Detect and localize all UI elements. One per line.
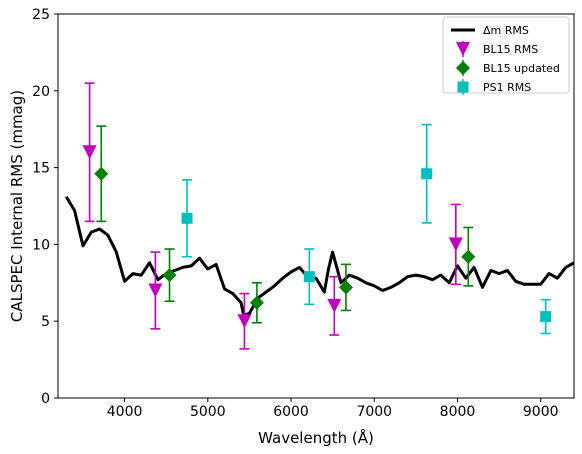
data-point xyxy=(540,311,552,323)
y-tick-label: 10 xyxy=(32,237,50,253)
y-tick-label: 25 xyxy=(32,7,50,23)
y-tick-label: 15 xyxy=(32,161,50,177)
data-point xyxy=(237,314,252,329)
series-0 xyxy=(65,196,575,317)
legend-entry-label: BL15 RMS xyxy=(483,43,538,56)
y-tick-label: 0 xyxy=(41,391,50,407)
data-point xyxy=(162,268,177,283)
x-tick-label: 9000 xyxy=(523,404,559,420)
plot-frame xyxy=(57,13,575,399)
data-point xyxy=(181,212,193,224)
data-point xyxy=(94,166,109,181)
y-tick-label: 20 xyxy=(32,84,50,100)
data-point xyxy=(327,298,342,313)
data-point xyxy=(421,168,433,180)
legend-box xyxy=(442,16,570,94)
series-line-dm-rms xyxy=(65,196,575,317)
x-tick-label: 6000 xyxy=(273,404,309,420)
legend-handle-marker xyxy=(456,61,470,75)
axis-ticks: 4000 5000 6000 7000 8000 9000 0 5 10 15 20 25 xyxy=(32,7,558,420)
series-2 xyxy=(94,125,476,324)
data-point xyxy=(82,145,97,160)
legend: Δm RMS BL15 RMS BL15 updated PS1 RMS xyxy=(442,16,570,95)
legend-handle-marker xyxy=(456,42,470,56)
legend-entry-label: PS1 RMS xyxy=(483,81,531,94)
x-tick-label: 4000 xyxy=(107,404,143,420)
y-axis-label: CALSPEC Internal RMS (mmag) xyxy=(8,90,26,322)
data-point xyxy=(148,283,163,298)
data-point xyxy=(303,271,315,283)
legend-entry-label: Δm RMS xyxy=(483,24,529,37)
data-point xyxy=(461,249,476,264)
x-axis-label: Wavelength (Å) xyxy=(258,428,374,447)
y-tick-label: 5 xyxy=(41,314,50,330)
x-tick-label: 7000 xyxy=(356,404,392,420)
legend-handle-marker xyxy=(457,81,469,93)
legend-entry-label: BL15 updated xyxy=(483,62,560,75)
x-tick-label: 8000 xyxy=(440,404,476,420)
data-point xyxy=(249,295,264,310)
plot-marks xyxy=(65,82,575,350)
data-point xyxy=(448,237,463,252)
series-3 xyxy=(181,123,552,335)
data-point xyxy=(338,280,353,295)
x-tick-label: 5000 xyxy=(190,404,226,420)
series-1 xyxy=(82,82,463,350)
